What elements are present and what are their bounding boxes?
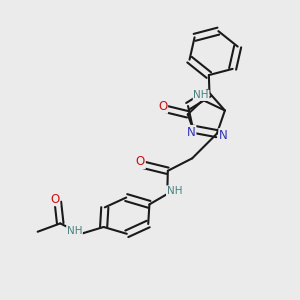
Text: O: O: [136, 155, 145, 168]
Text: N: N: [187, 126, 196, 139]
Text: N: N: [219, 129, 228, 142]
Text: NH: NH: [67, 226, 82, 236]
Text: O: O: [50, 193, 59, 206]
Text: NH: NH: [167, 186, 182, 196]
Text: NH: NH: [194, 90, 209, 100]
Text: O: O: [158, 100, 167, 113]
